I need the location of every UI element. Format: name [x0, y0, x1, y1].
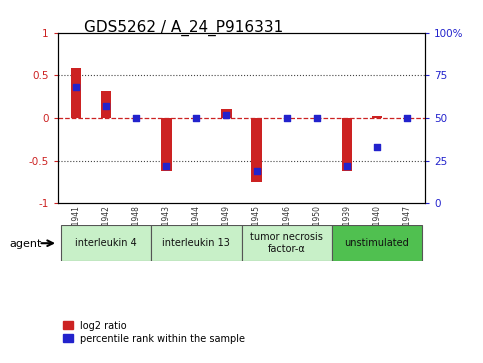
Legend: log2 ratio, percentile rank within the sample: log2 ratio, percentile rank within the s…	[63, 321, 245, 344]
Bar	[221, 110, 232, 118]
Point	[373, 144, 381, 150]
Bar	[71, 69, 81, 118]
Point	[403, 115, 411, 121]
Text: GDS5262 / A_24_P916331: GDS5262 / A_24_P916331	[84, 20, 283, 36]
Point	[343, 163, 351, 169]
Bar	[341, 118, 352, 171]
Point	[313, 115, 321, 121]
Bar	[371, 116, 382, 118]
Bar	[101, 91, 112, 118]
Bar	[332, 225, 422, 261]
Text: interleukin 4: interleukin 4	[75, 238, 137, 248]
Point	[223, 112, 230, 118]
Text: agent: agent	[10, 239, 42, 249]
Text: unstimulated: unstimulated	[344, 238, 409, 248]
Text: interleukin 13: interleukin 13	[162, 238, 230, 248]
Point	[132, 115, 140, 121]
Point	[253, 168, 260, 174]
Text: tumor necrosis
factor-α: tumor necrosis factor-α	[250, 232, 323, 254]
Point	[102, 103, 110, 109]
Point	[162, 163, 170, 169]
Bar	[161, 118, 171, 171]
Bar	[242, 225, 332, 261]
Point	[193, 115, 200, 121]
Point	[72, 84, 80, 90]
Bar	[251, 118, 262, 182]
Bar	[61, 225, 151, 261]
Bar	[151, 225, 242, 261]
Point	[283, 115, 290, 121]
